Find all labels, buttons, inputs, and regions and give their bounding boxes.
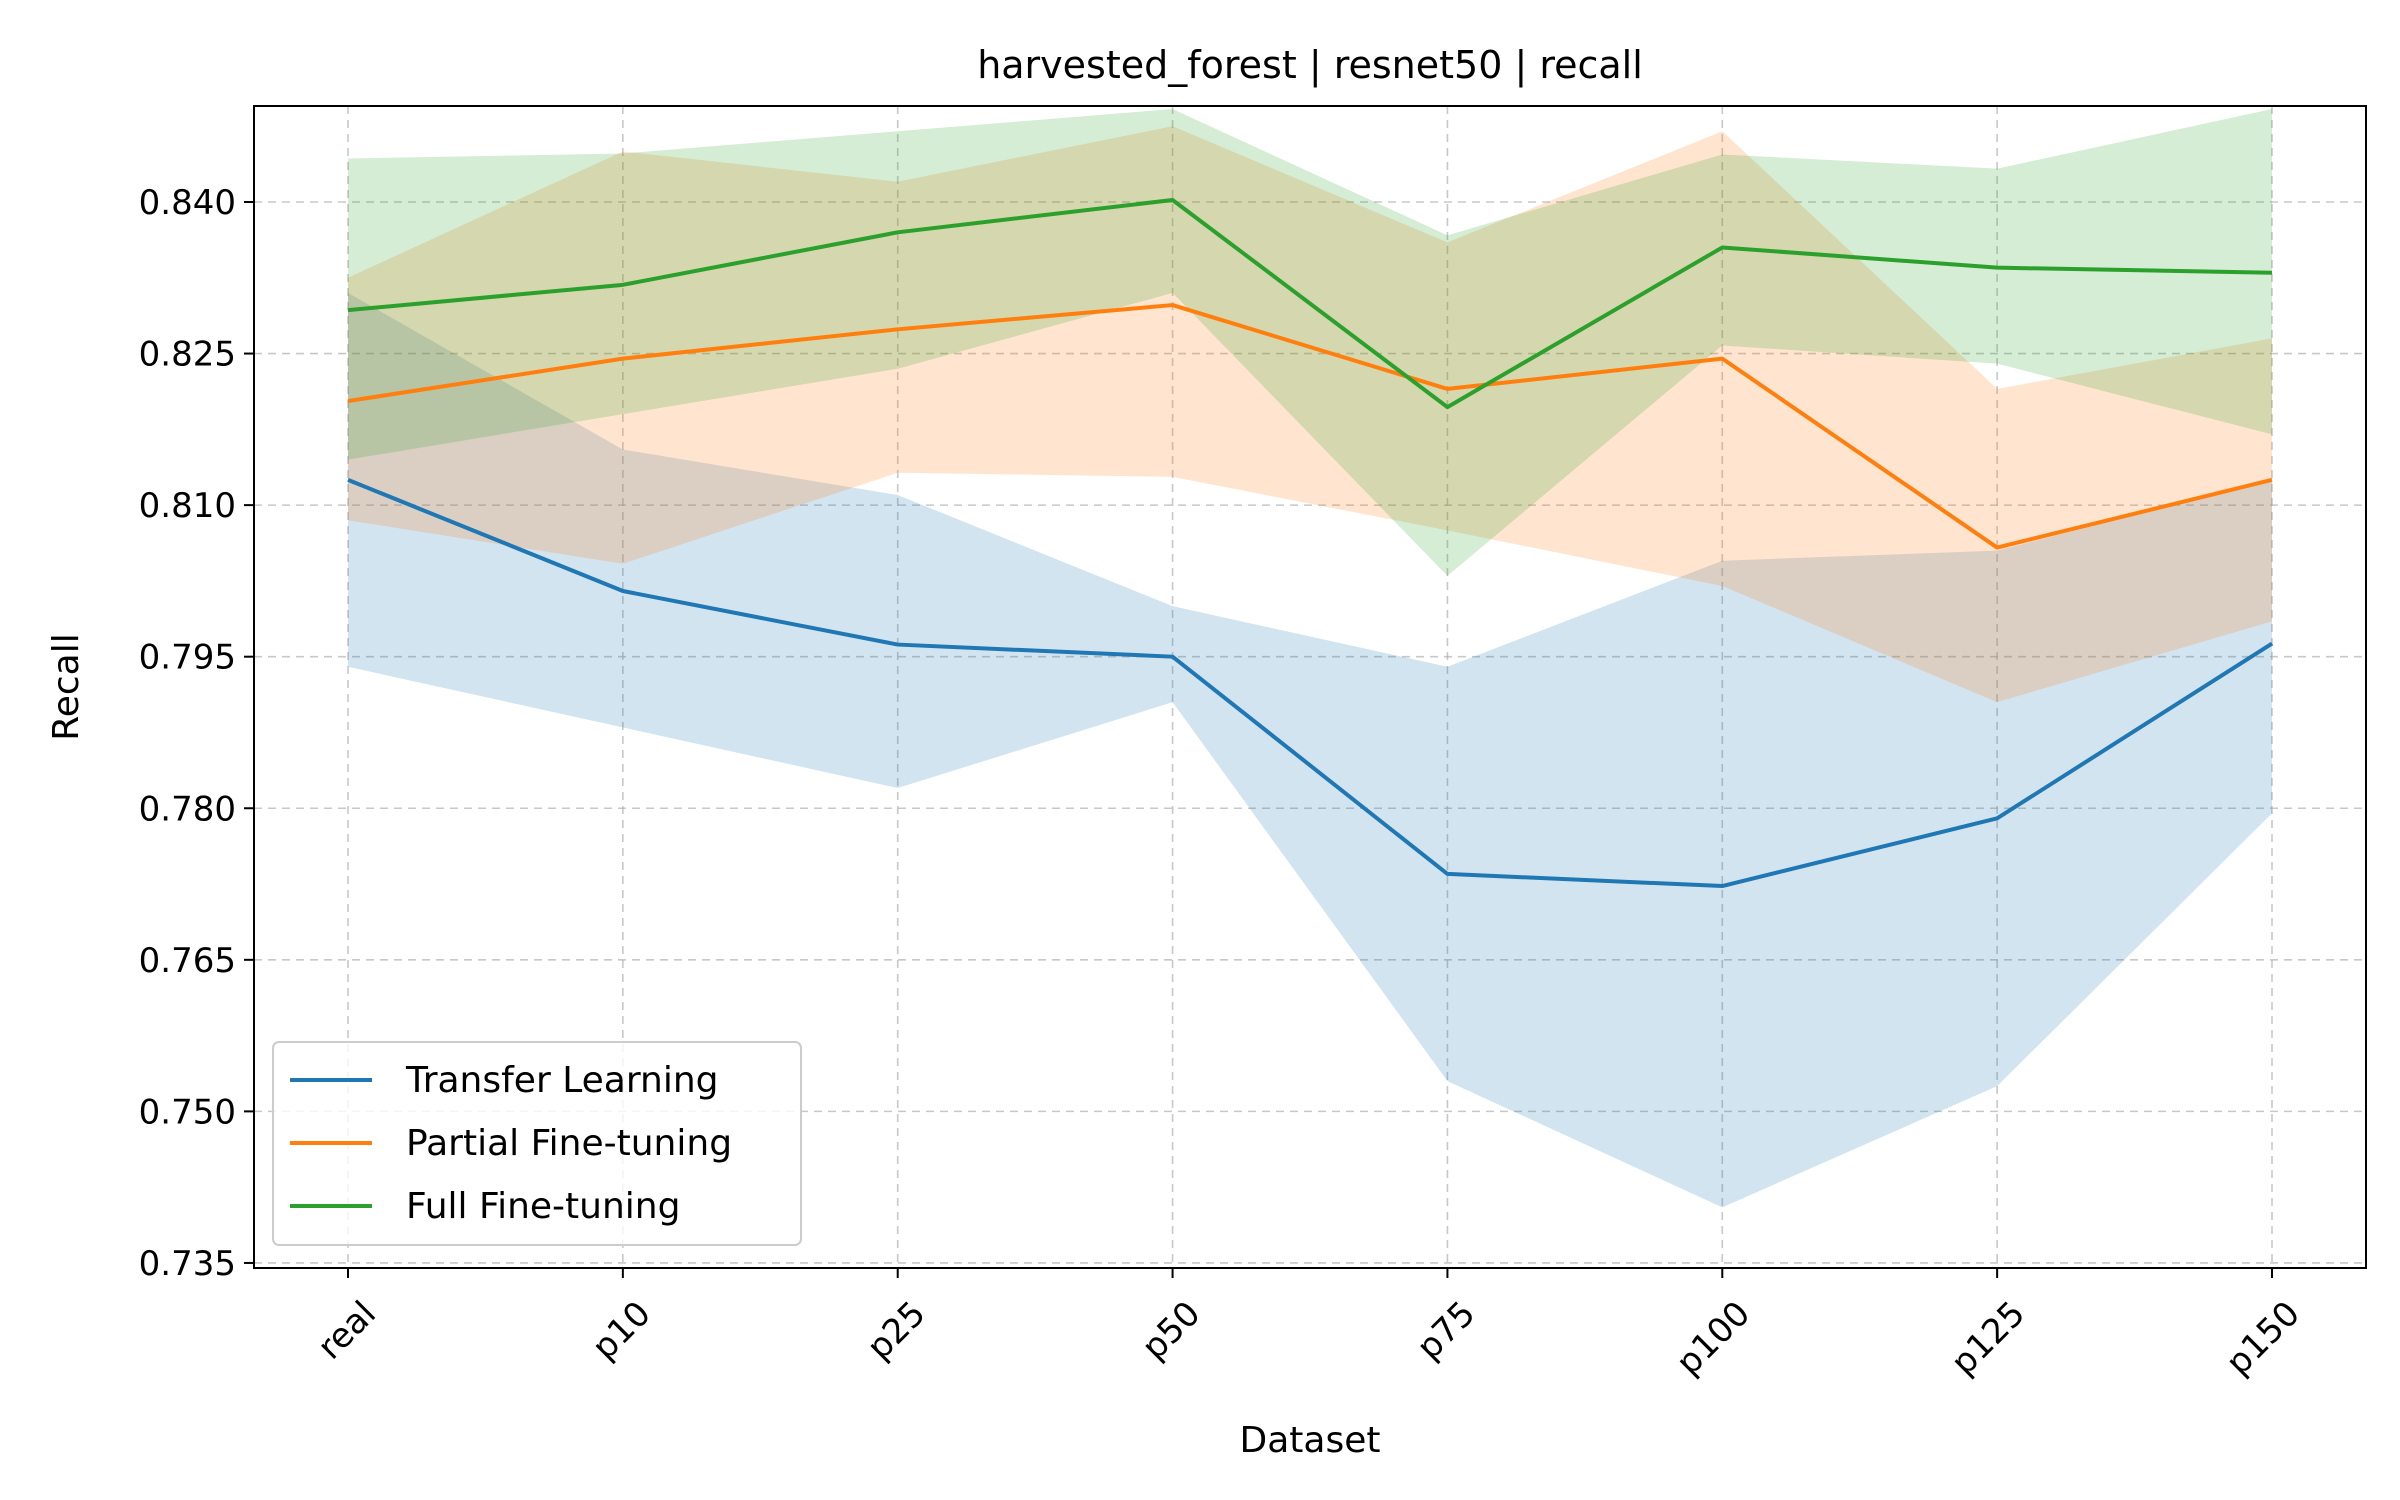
y-tick-label: 0.825 [139, 335, 236, 375]
legend-label: Full Fine-tuning [406, 1186, 680, 1227]
y-tick-label: 0.795 [139, 638, 236, 678]
legend-box [272, 1041, 802, 1246]
legend-label: Transfer Learning [405, 1060, 719, 1101]
confidence-bands [348, 109, 2272, 1208]
plot-frame [253, 105, 2367, 1269]
series-line [347, 303, 2273, 550]
series-line [347, 478, 2274, 889]
grid-lines [254, 106, 2366, 1268]
legend-label: Partial Fine-tuning [406, 1123, 732, 1164]
y-tick-label: 0.750 [139, 1092, 236, 1132]
y-tick-label: 0.765 [139, 941, 236, 981]
legend: Transfer Learning Partial Fine-tuning Full… [272, 1041, 802, 1246]
confidence-band [348, 109, 2272, 576]
y-tick-label: 0.780 [139, 789, 236, 829]
y-axis-label: Recall [46, 633, 87, 740]
series-lines [347, 197, 2274, 889]
y-tick-label: 0.810 [139, 486, 236, 526]
confidence-band [348, 292, 2272, 1208]
confidence-band [348, 126, 2272, 703]
y-axis-ticks: 0.735 0.750 0.765 0.780 0.795 0.810 0.825 0.840 [139, 183, 254, 1284]
y-tick-label: 0.840 [139, 183, 236, 223]
chart-title: harvested_forest | resnet50 | recall [977, 43, 1643, 88]
y-tick-label: 0.735 [139, 1244, 236, 1284]
series-line [347, 197, 2273, 410]
x-axis-label: Dataset [1240, 1420, 1381, 1461]
